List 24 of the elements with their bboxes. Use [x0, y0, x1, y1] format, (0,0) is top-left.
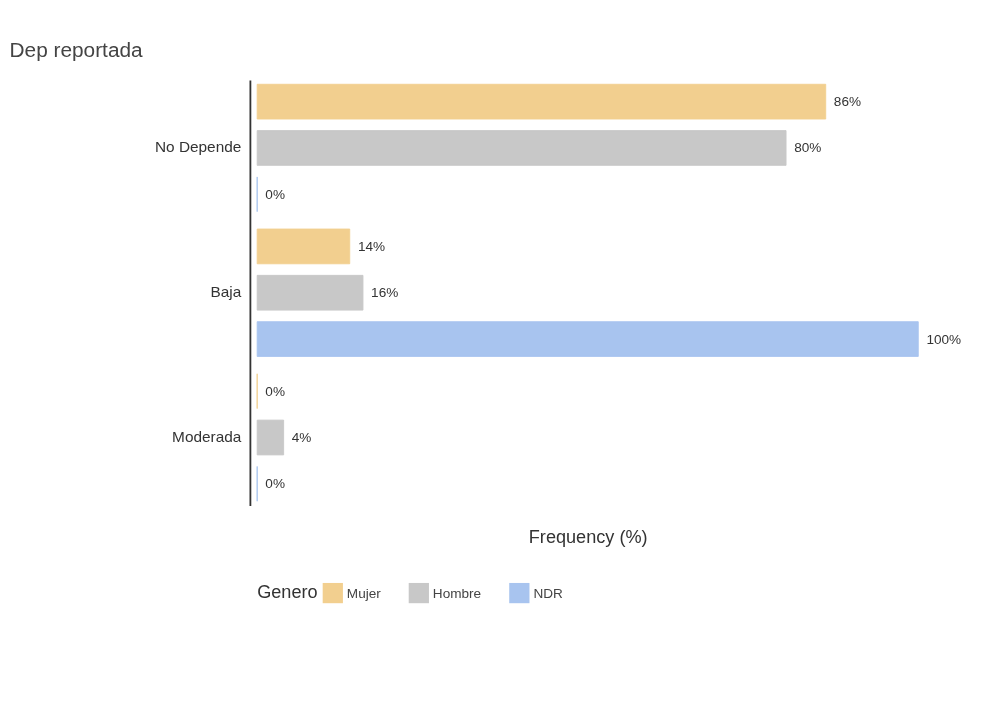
bar — [256, 419, 285, 456]
data-label: 14% — [357, 238, 386, 254]
data-label: 100% — [926, 331, 962, 347]
bar — [256, 83, 827, 120]
legend-label: Mujer — [346, 585, 382, 601]
legend-title: Genero — [257, 581, 318, 602]
bar — [256, 274, 364, 311]
data-label: 86% — [833, 94, 862, 110]
legend-label: NDR — [533, 585, 563, 601]
y-tick-label: Baja — [210, 283, 242, 301]
data-label: 4% — [291, 430, 312, 446]
x-axis-title: Frequency (%) — [528, 527, 648, 548]
text: Dep reportada — [9, 38, 144, 62]
bar — [256, 130, 787, 166]
data-label: 80% — [794, 140, 822, 156]
legend-label: Hombre — [432, 585, 482, 601]
data-label: 0% — [265, 186, 285, 202]
data-label: 0% — [265, 383, 285, 399]
y-tick-label: No Depende — [154, 138, 242, 156]
data-label: 0% — [265, 476, 285, 492]
data-label: 16% — [371, 285, 399, 301]
y-tick-label: Moderada — [172, 428, 242, 446]
bar — [256, 321, 919, 357]
bar — [256, 228, 351, 265]
